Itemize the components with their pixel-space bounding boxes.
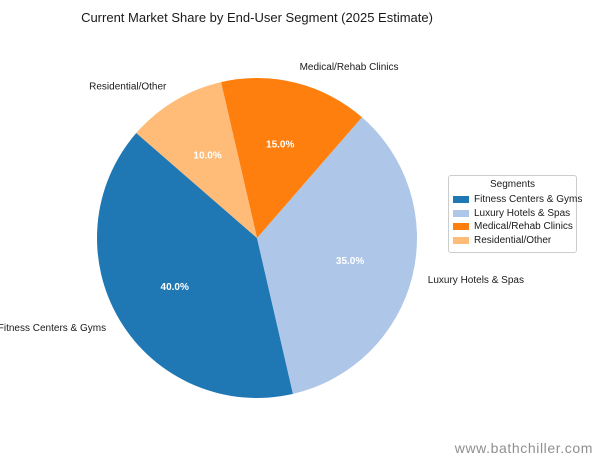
- legend-swatch-fitness-centers-gyms: [453, 196, 469, 204]
- legend-items: Fitness Centers & Gyms Luxury Hotels & Sp…: [453, 193, 582, 248]
- legend-swatch-residential-other: [453, 236, 469, 244]
- pie-pct-label-residential-other: 10.0%: [193, 150, 221, 161]
- legend-title: Segments: [489, 179, 536, 190]
- legend-item-residential-other: Residential/Other: [453, 234, 572, 248]
- pie-slice-medical-rehab-clinics: [221, 78, 362, 239]
- pie-category-label-medical-rehab-clinics: Medical/Rehab Clinics: [300, 62, 399, 73]
- legend-swatch-luxury-hotels-spas: [453, 209, 469, 217]
- legend-label-medical-rehab-clinics: Medical/Rehab Clinics: [474, 221, 573, 233]
- pie-pct-label-fitness-centers-gyms: 40.0%: [161, 282, 189, 293]
- legend-item-fitness-centers-gyms: Fitness Centers & Gyms: [453, 193, 582, 207]
- legend-label-residential-other: Residential/Other: [474, 234, 552, 246]
- pie-pct-label-medical-rehab-clinics: 15.0%: [266, 140, 294, 151]
- legend: Segments Fitness Centers & Gyms Luxury Ho…: [448, 175, 582, 253]
- legend-item-medical-rehab-clinics: Medical/Rehab Clinics: [453, 220, 573, 234]
- pie-slice-residential-other: [136, 82, 257, 238]
- watermark-text: www.bathchiller.com: [454, 440, 593, 456]
- legend-item-luxury-hotels-spas: Luxury Hotels & Spas: [453, 207, 572, 221]
- pie-slice-fitness-centers-gyms: [97, 133, 293, 398]
- pie-category-label-luxury-hotels-spas: Luxury Hotels & Spas: [428, 275, 524, 286]
- pie-category-label-fitness-centers-gyms: Fitness Centers & Gyms: [0, 323, 106, 334]
- chart-title: Current Market Share by End-User Segment…: [81, 10, 433, 25]
- pie-pct-label-luxury-hotels-spas: 35.0%: [336, 256, 364, 267]
- legend-label-luxury-hotels-spas: Luxury Hotels & Spas: [474, 207, 571, 219]
- pie-slice-luxury-hotels-spas: [257, 117, 417, 394]
- legend-swatch-medical-rehab-clinics: [453, 223, 469, 231]
- pie-category-label-residential-other: Residential/Other: [89, 82, 167, 93]
- legend-label-fitness-centers-gyms: Fitness Centers & Gyms: [474, 194, 583, 206]
